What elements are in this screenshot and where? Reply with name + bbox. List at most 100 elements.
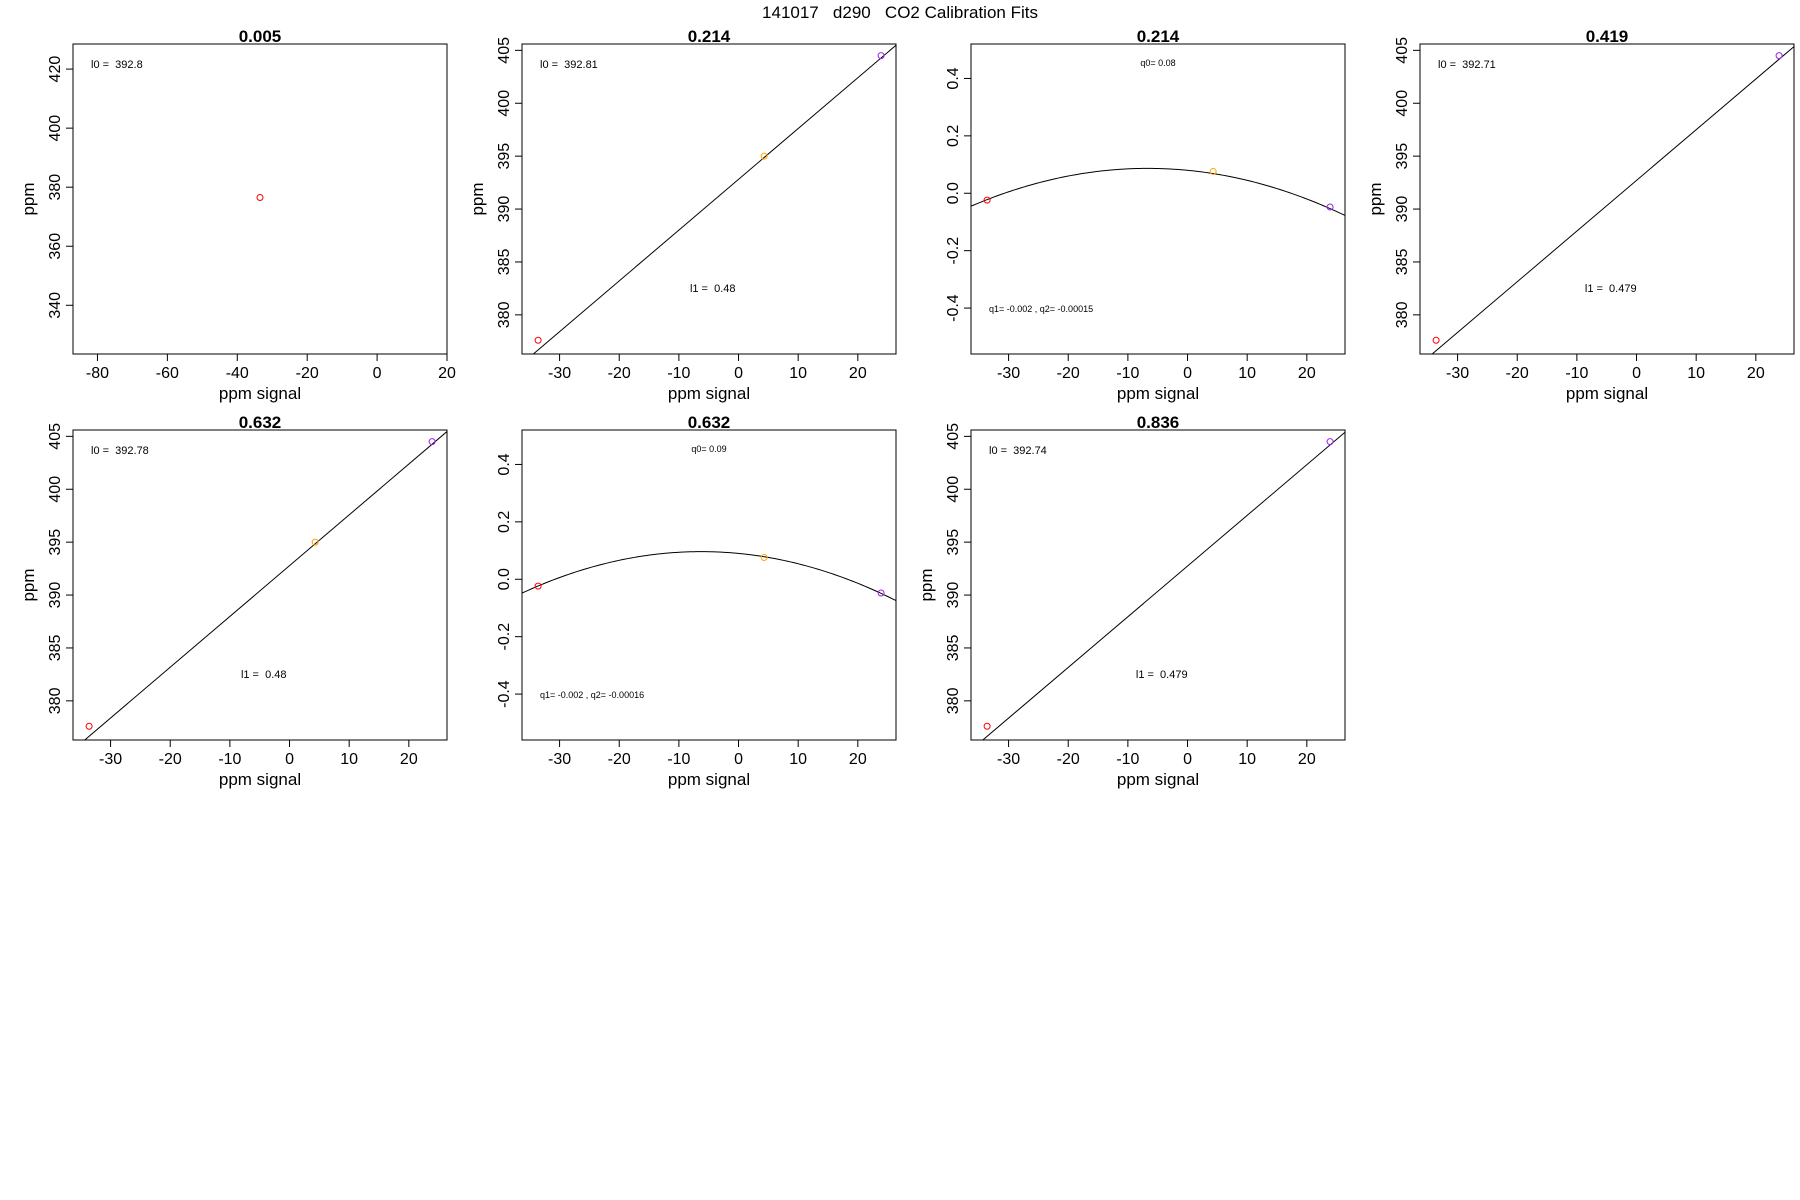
y-tick-label: 390 (1394, 196, 1411, 223)
x-axis-label: ppm signal (1117, 384, 1199, 403)
x-tick-label: 0 (285, 751, 294, 768)
y-tick-label: 360 (47, 233, 64, 260)
data-point-red (983, 196, 991, 204)
y-tick-label: 385 (47, 635, 64, 662)
y-axis-label: ppm (1366, 182, 1385, 215)
data-point-orange (311, 538, 319, 546)
y-tick-label: 405 (1394, 37, 1411, 64)
chart-panel-2: 0.214 -30 -20 -10 0 10 20 ppm signal 380 385 390 39… (468, 27, 897, 403)
chart-panel-4: 0.419 -30 -20 -10 0 10 20 ppm signal 380 385 390 39… (1366, 27, 1795, 403)
x-tick-label: 20 (400, 751, 418, 768)
x-tick-label: -30 (548, 751, 571, 768)
y-tick-label: 400 (1394, 90, 1411, 117)
data-point-purple (1775, 52, 1783, 60)
fit-line (83, 431, 447, 740)
x-tick-label: 0 (1183, 751, 1192, 768)
x-axis-label: ppm signal (219, 770, 301, 789)
data-point-red (534, 336, 542, 344)
chart-title: 0.005 (239, 27, 282, 46)
x-tick-label: -30 (997, 365, 1020, 382)
fit-annotation: l1 = 0.48 (241, 669, 287, 681)
y-tick-label: 400 (496, 90, 513, 117)
chart-title: 0.632 (239, 413, 282, 432)
data-point-orange (760, 553, 768, 561)
x-tick-label: -20 (608, 365, 631, 382)
x-tick-label: 10 (789, 751, 807, 768)
y-tick-label: 400 (47, 476, 64, 503)
y-tick-label: -0.2 (496, 623, 513, 651)
fit-line (982, 431, 1345, 740)
chart-panel-6: 0.632 -30 -20 -10 0 10 20 ppm signal -0.4 -0.2 0.0… (496, 413, 897, 789)
x-tick-label: 0 (1632, 365, 1641, 382)
y-tick-label: 380 (47, 174, 64, 201)
y-tick-label: 420 (47, 56, 64, 83)
x-tick-label: -30 (548, 365, 571, 382)
y-tick-label: 395 (47, 529, 64, 556)
y-tick-label: 380 (496, 301, 513, 328)
x-tick-label: -20 (1057, 751, 1080, 768)
chart-panel-7: 0.836 -30 -20 -10 0 10 20 ppm signal 380 385 390 39… (917, 413, 1346, 789)
x-tick-label: 20 (438, 365, 456, 382)
fit-annotation: l1 = 0.479 (1585, 283, 1637, 295)
fit-annotation: q0= 0.08 (1140, 58, 1175, 68)
x-tick-label: 0 (1183, 365, 1192, 382)
fit-annotation: l0 = 392.78 (91, 445, 149, 457)
y-tick-label: 0.2 (496, 511, 513, 533)
fit-annotation: q1= -0.002 , q2= -0.00016 (540, 690, 644, 700)
x-tick-label: -10 (667, 751, 690, 768)
y-tick-label: 390 (47, 582, 64, 609)
x-tick-label: -10 (667, 365, 690, 382)
x-axis-label: ppm signal (668, 770, 750, 789)
x-tick-label: 0 (373, 365, 382, 382)
x-axis-label: ppm signal (668, 384, 750, 403)
fit-line (1431, 46, 1794, 354)
y-axis-label: ppm (19, 568, 38, 601)
fit-annotation: q0= 0.09 (691, 444, 726, 454)
x-tick-label: -10 (1116, 365, 1139, 382)
plot-frame (72, 429, 448, 741)
y-tick-label: 0.0 (945, 182, 962, 204)
x-tick-label: 20 (849, 365, 867, 382)
fit-line (522, 551, 896, 602)
x-tick-label: 10 (1687, 365, 1705, 382)
chart-title: 0.214 (688, 27, 731, 46)
x-tick-label: -80 (86, 365, 109, 382)
plot-frame (521, 43, 897, 355)
x-tick-label: 0 (734, 365, 743, 382)
plot-frame (72, 43, 448, 355)
x-tick-label: -20 (159, 751, 182, 768)
y-tick-label: 395 (945, 529, 962, 556)
x-tick-label: 10 (340, 751, 358, 768)
y-tick-label: 405 (496, 37, 513, 64)
x-tick-label: 20 (1298, 365, 1316, 382)
page-title: 141017 d290 CO2 Calibration Fits (762, 3, 1038, 22)
y-tick-label: 380 (1394, 301, 1411, 328)
x-tick-label: 20 (1298, 751, 1316, 768)
chart-panel-5: 0.632 -30 -20 -10 0 10 20 ppm signal 380 385 390 39… (19, 413, 448, 789)
data-point-orange (1209, 167, 1217, 175)
data-point-red (1432, 336, 1440, 344)
chart-title: 0.632 (688, 413, 731, 432)
fit-line (971, 167, 1345, 216)
chart-title: 0.419 (1586, 27, 1629, 46)
x-axis-label: ppm signal (219, 384, 301, 403)
plot-frame (1419, 43, 1795, 355)
fit-line (532, 44, 896, 354)
y-tick-label: 395 (496, 143, 513, 170)
x-tick-label: -60 (156, 365, 179, 382)
data-point-purple (877, 52, 885, 60)
x-tick-label: -10 (1116, 751, 1139, 768)
data-point-red (534, 582, 542, 590)
y-tick-label: 400 (945, 476, 962, 503)
data-point-purple (1326, 438, 1334, 446)
y-tick-label: -0.4 (496, 680, 513, 708)
x-tick-label: -40 (226, 365, 249, 382)
chart-title: 0.214 (1137, 27, 1180, 46)
plot-frame (970, 429, 1346, 741)
x-tick-label: 10 (789, 365, 807, 382)
y-tick-label: 395 (1394, 143, 1411, 170)
fit-annotation: q1= -0.002 , q2= -0.00015 (989, 304, 1093, 314)
x-tick-label: -30 (1446, 365, 1469, 382)
data-point-red (85, 722, 93, 730)
